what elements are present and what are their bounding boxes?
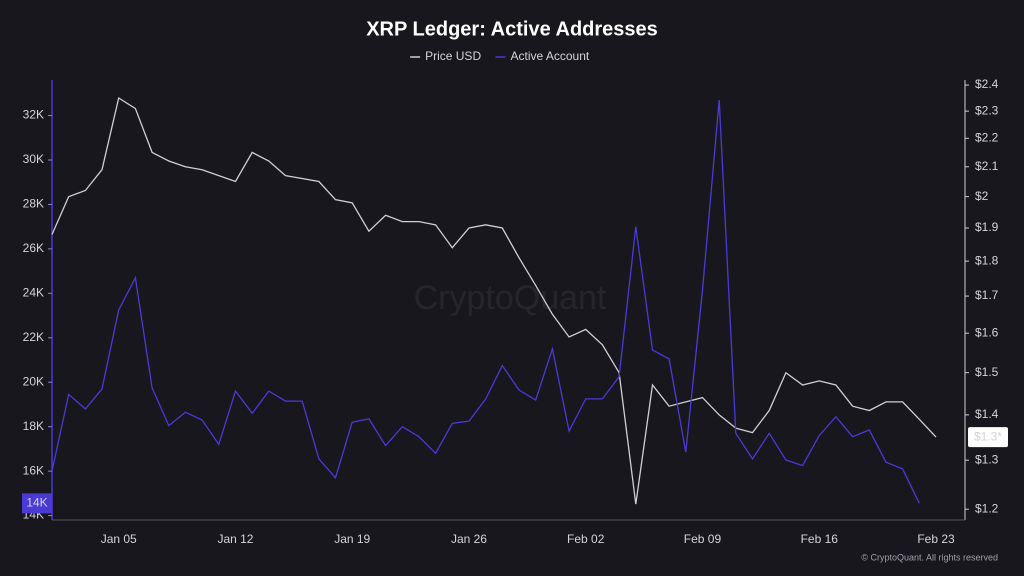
y-tick-label: 22K — [23, 330, 44, 344]
current-badge — [968, 427, 1008, 448]
x-tick-label: Feb 16 — [801, 532, 839, 546]
y-tick-label: 20K — [23, 374, 44, 388]
chart-title: XRP Ledger: Active Addresses — [366, 18, 658, 40]
y2-tick-label: $1.5 — [975, 365, 999, 379]
legend-label: Price USD — [425, 49, 481, 63]
x-tick-label: Feb 23 — [917, 532, 955, 546]
x-tick-label: Jan 26 — [451, 532, 487, 546]
watermark: CryptoQuant — [414, 279, 607, 317]
legend-label: Active Account — [511, 49, 590, 63]
x-tick-label: Feb 02 — [567, 532, 605, 546]
y-tick-label: 32K — [23, 108, 44, 122]
series-line — [51, 99, 920, 504]
y-tick-label: 16K — [23, 463, 44, 477]
y2-tick-label: $1.6 — [975, 325, 999, 339]
current-label: 14K — [26, 496, 47, 510]
x-tick-label: Jan 19 — [334, 532, 370, 546]
y2-tick-label: $1.9 — [975, 220, 999, 234]
y-tick-label: 30K — [23, 152, 44, 166]
y2-tick-label: $2.1 — [975, 159, 999, 173]
y2-tick-label: $2.4 — [975, 77, 999, 91]
y2-tick-label: $1.7 — [975, 288, 999, 302]
footer: © CryptoQuant. All rights reserved — [861, 552, 998, 562]
y2-tick-label: $1.8 — [975, 253, 999, 267]
x-tick-label: Feb 09 — [684, 532, 722, 546]
y2-tick-label: $1.2 — [975, 501, 999, 515]
y2-tick-label: $2.3 — [975, 103, 999, 117]
y2-tick-label: $1.4 — [975, 407, 999, 421]
y2-tick-label: $1.3 — [975, 452, 999, 466]
y-tick-label: 28K — [23, 197, 44, 211]
current-badge — [22, 493, 52, 514]
current-label: $1.3* — [974, 429, 1002, 443]
y-tick-label: 18K — [23, 419, 44, 433]
y2-tick-label: $2 — [975, 189, 989, 203]
y2-tick-label: $2.2 — [975, 130, 999, 144]
y-tick-label: 26K — [23, 241, 44, 255]
x-tick-label: Jan 05 — [101, 532, 137, 546]
x-tick-label: Jan 12 — [217, 532, 253, 546]
y-tick-label: 24K — [23, 286, 44, 300]
series-line — [51, 96, 937, 505]
